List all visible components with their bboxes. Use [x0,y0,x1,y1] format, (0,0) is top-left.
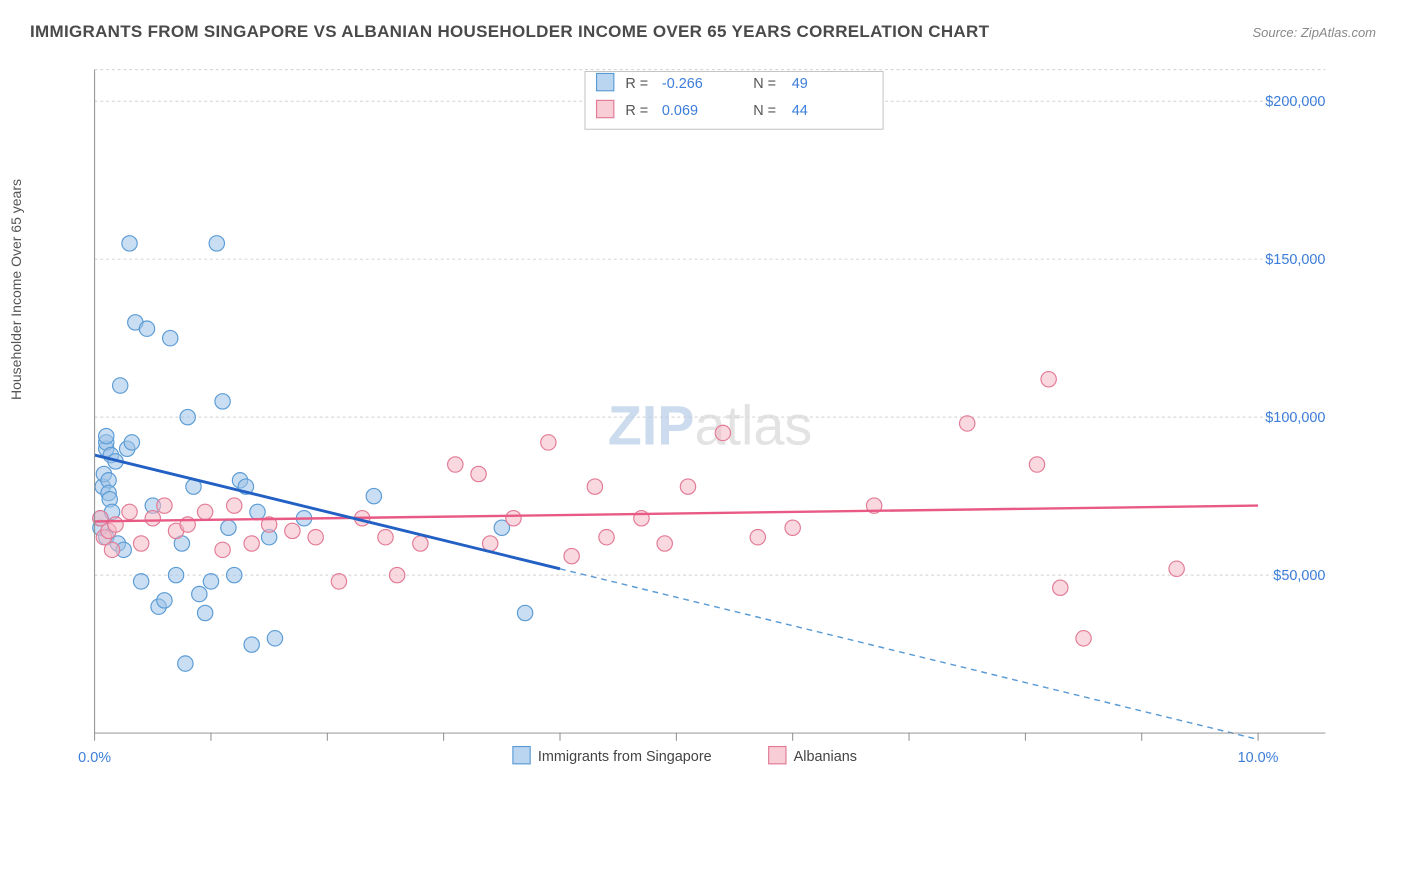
y-tick-label: $200,000 [1265,94,1325,110]
chart-header: IMMIGRANTS FROM SINGAPORE VS ALBANIAN HO… [30,22,1376,42]
data-point [133,536,148,551]
data-point [448,457,463,472]
y-tick-label: $150,000 [1265,252,1325,268]
data-point [133,574,148,589]
data-point [197,605,212,620]
data-point [506,511,521,526]
legend-series-label: Albanians [794,749,857,765]
data-point [1041,372,1056,387]
legend-n-label: N = [753,103,776,119]
data-point [331,574,346,589]
legend-n-value: 49 [792,76,808,92]
data-point [244,536,259,551]
data-point [244,637,259,652]
data-point [139,321,154,336]
data-point [413,536,428,551]
data-point [564,548,579,563]
data-point [750,530,765,545]
data-point [122,504,137,519]
data-point [163,330,178,345]
data-point [104,542,119,557]
y-tick-label: $100,000 [1265,410,1325,426]
legend-r-label: R = [625,103,648,119]
legend-swatch [513,747,530,764]
legend-r-value: -0.266 [662,76,703,92]
data-point [99,428,114,443]
data-point [203,574,218,589]
data-point [308,530,323,545]
data-point [517,605,532,620]
y-axis-label: Householder Income Over 65 years [8,179,24,400]
data-point [157,593,172,608]
data-point [1053,580,1068,595]
correlation-scatter-chart: ZIPatlas $50,000 $100,000 $150,000 $200,000… [50,60,1370,810]
data-point [180,409,195,424]
legend-series-label: Immigrants from Singapore [538,749,712,765]
data-point [541,435,556,450]
data-point [715,425,730,440]
data-point [1029,457,1044,472]
data-point [483,536,498,551]
data-point [378,530,393,545]
data-point [197,504,212,519]
data-point [209,236,224,251]
data-point [227,567,242,582]
data-point [599,530,614,545]
data-point [389,567,404,582]
data-point [215,542,230,557]
data-point [124,435,139,450]
data-point [157,498,172,513]
data-point [113,378,128,393]
legend-r-value: 0.069 [662,103,698,119]
data-point [168,567,183,582]
data-point [471,466,486,481]
data-point [1169,561,1184,576]
data-point [285,523,300,538]
legend-swatch [597,73,614,90]
data-point [215,394,230,409]
data-point [785,520,800,535]
data-point [250,504,265,519]
data-point [221,520,236,535]
legend-r-label: R = [625,76,648,92]
data-point [680,479,695,494]
data-point [366,488,381,503]
legend-n-label: N = [753,76,776,92]
chart-title: IMMIGRANTS FROM SINGAPORE VS ALBANIAN HO… [30,22,989,42]
data-point [178,656,193,671]
data-point [145,511,160,526]
data-point [587,479,602,494]
data-point [960,416,975,431]
data-point [108,517,123,532]
y-tick-label: $50,000 [1273,568,1325,584]
watermark: ZIPatlas [608,395,812,457]
data-point [192,586,207,601]
legend-swatch [597,100,614,117]
x-tick-label: 10.0% [1238,750,1279,766]
data-point [657,536,672,551]
chart-source: Source: ZipAtlas.com [1252,25,1376,40]
legend-n-value: 44 [792,103,808,119]
data-point [1076,631,1091,646]
data-point [267,631,282,646]
x-tick-label: 0.0% [78,750,111,766]
trend-line-singapore-extrapolated [560,569,1258,740]
trend-line-albanians [95,506,1258,522]
legend-swatch [769,747,786,764]
data-point [122,236,137,251]
data-point [227,498,242,513]
